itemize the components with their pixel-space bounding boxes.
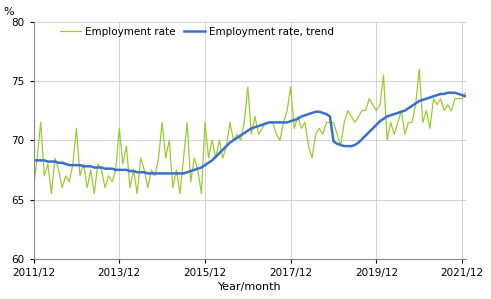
Employment rate, trend [131, 169, 136, 173]
Employment rate, trend [30, 158, 36, 162]
Employment rate [173, 168, 179, 172]
Legend: Employment rate, Employment rate, trend: Employment rate, Employment rate, trend [60, 27, 334, 37]
Employment rate, trend [463, 94, 468, 98]
Employment rate [416, 67, 422, 71]
Employment rate [456, 97, 462, 100]
Employment rate, trend [145, 172, 151, 175]
Employment rate, trend [445, 91, 451, 94]
Employment rate [437, 97, 443, 100]
Employment rate [30, 186, 36, 190]
Employment rate, trend [270, 120, 276, 124]
Employment rate [270, 120, 276, 124]
Employment rate [309, 156, 315, 160]
Line: Employment rate, trend: Employment rate, trend [33, 93, 465, 173]
Employment rate, trend [309, 111, 315, 115]
Employment rate [463, 91, 468, 94]
Text: %: % [3, 7, 14, 17]
Employment rate, trend [456, 92, 462, 96]
Employment rate, trend [173, 172, 179, 175]
Employment rate, trend [434, 93, 440, 97]
Employment rate [49, 192, 55, 195]
X-axis label: Year/month: Year/month [218, 282, 281, 292]
Employment rate [134, 192, 140, 195]
Line: Employment rate: Employment rate [33, 69, 465, 193]
